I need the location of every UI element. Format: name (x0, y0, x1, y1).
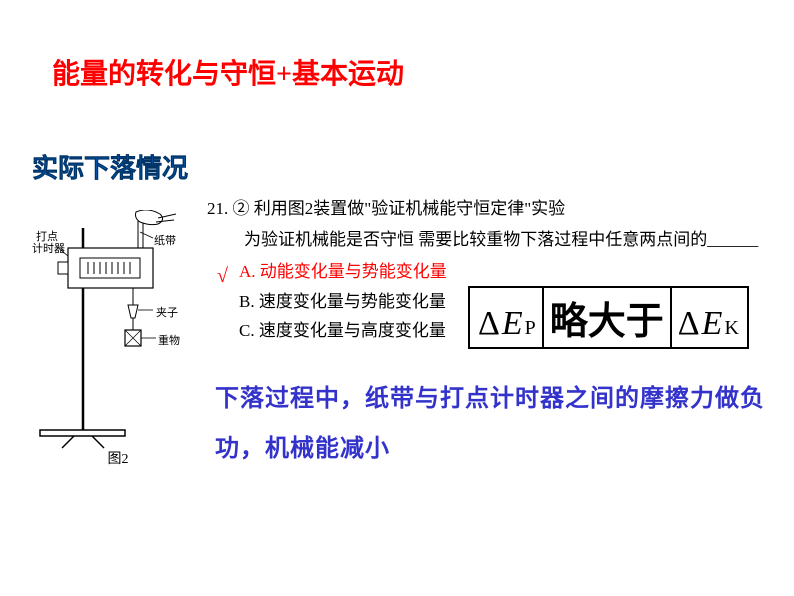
formula-box: Δ E P 略大于 Δ E K (468, 286, 749, 349)
annot-timer2: 计时器 (32, 240, 65, 256)
formula-middle: 略大于 (550, 290, 664, 345)
annot-weight: 重物 (158, 332, 180, 348)
annot-tape: 纸带 (154, 232, 176, 248)
var-e1: E (502, 305, 523, 343)
sub-p: P (525, 317, 536, 340)
sub-k: K (724, 317, 738, 340)
question-line2: 为验证机械能是否守恒 需要比较重物下落过程中任意两点间的______ (227, 226, 767, 255)
page-title: 能量的转化与守恒+基本运动 (52, 52, 404, 92)
option-a-text: A. 动能变化量与势能变化量 (239, 262, 447, 281)
figure-label: 图2 (108, 448, 129, 468)
check-icon: √ (217, 259, 228, 294)
delta1: Δ (478, 305, 500, 343)
divider2 (670, 288, 672, 347)
var-e2: E (702, 305, 723, 343)
explanation-text: 下落过程中，纸带与打点计时器之间的摩擦力做负功，机械能减小 (215, 374, 775, 475)
question-line1: 21. ② 利用图2装置做"验证机械能守恒定律"实验 (207, 195, 767, 224)
apparatus-diagram: 打点 计时器 纸带 夹子 重物 图2 (38, 210, 198, 468)
option-a: √ A. 动能变化量与势能变化量 (239, 257, 767, 287)
section-subtitle: 实际下落情况 (32, 148, 188, 185)
divider (542, 288, 544, 347)
delta2: Δ (678, 305, 700, 343)
annot-clip: 夹子 (156, 304, 178, 320)
